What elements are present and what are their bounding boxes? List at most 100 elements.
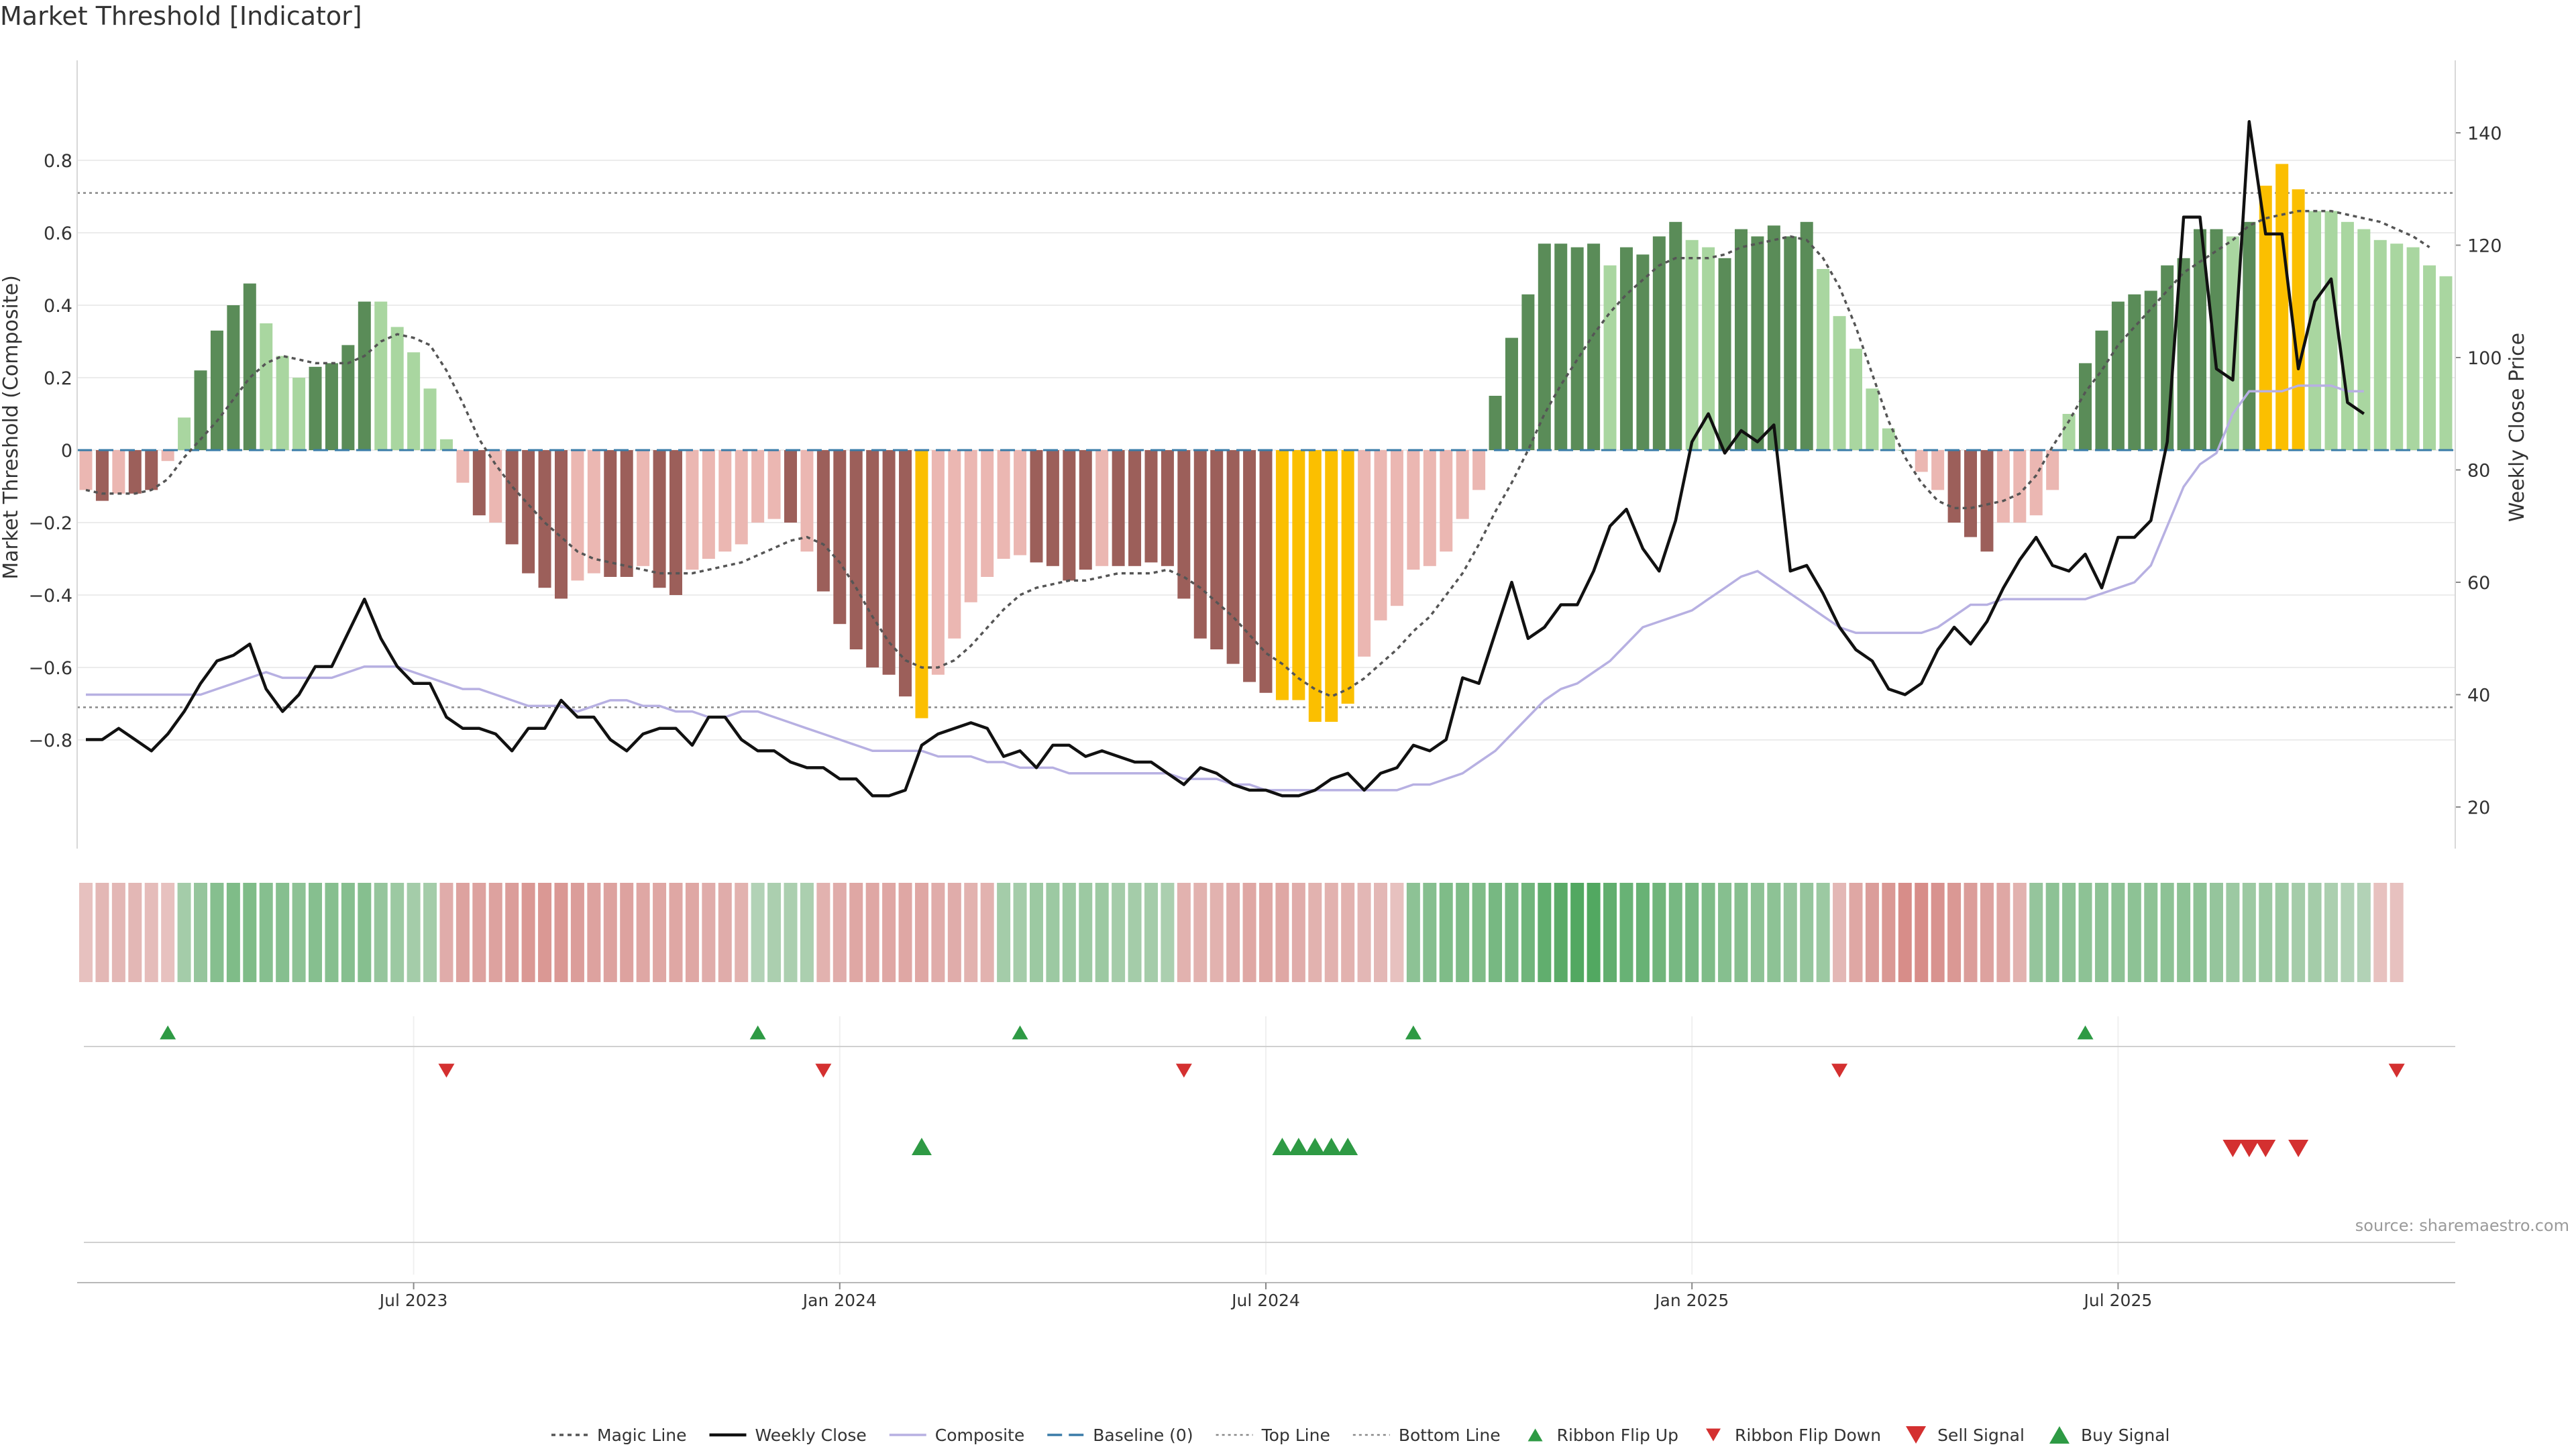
ribbon-cell (1685, 883, 1699, 982)
composite-bar (1358, 450, 1371, 657)
composite-bar (2275, 164, 2289, 450)
ribbon-cell (1882, 883, 1896, 982)
composite-bar (194, 370, 207, 450)
legend-label: Magic Line (597, 1426, 687, 1445)
ribbon-cell (1865, 883, 1879, 982)
ribbon-cell (751, 883, 765, 982)
ribbon-cell (980, 883, 994, 982)
composite-bar (686, 450, 699, 570)
ribbon-cell (1996, 883, 2010, 982)
composite-bar (1538, 244, 1551, 450)
composite-bar (1063, 450, 1076, 581)
ribbon-cell (521, 883, 535, 982)
ribbon-cell (1341, 883, 1355, 982)
ribbon-cell (2308, 883, 2322, 982)
ribbon-cell (325, 883, 339, 982)
composite-bar (1407, 450, 1420, 570)
composite-bar (669, 450, 682, 595)
composite-bar (767, 450, 781, 519)
ribbon-cell (1291, 883, 1305, 982)
ribbon-cell (1718, 883, 1732, 982)
legend-item: Buy Signal (2049, 1426, 2170, 1445)
legend-label: Ribbon Flip Up (1557, 1426, 1678, 1445)
ribbon-cell (1308, 883, 1322, 982)
composite-bar (702, 450, 715, 559)
composite-bar (1193, 450, 1207, 639)
composite-bar (2194, 229, 2207, 450)
composite-bar (1980, 450, 1994, 552)
composite-bar (866, 450, 879, 667)
ribbon-flip-down-marker (815, 1063, 832, 1078)
composite-bar (948, 450, 961, 639)
ribbon-cell (1603, 883, 1617, 982)
ribbon-cell (1980, 883, 1994, 982)
composite-bar (1603, 265, 1617, 450)
ribbon-cell (390, 883, 405, 982)
y2-tick-label: 80 (2467, 461, 2490, 482)
ribbon-cell (1128, 883, 1142, 982)
ribbon-cell (1439, 883, 1453, 982)
ribbon-cell (636, 883, 650, 982)
buy-signal-marker (1321, 1138, 1342, 1155)
ribbon-cell (587, 883, 601, 982)
composite-bar (1259, 450, 1273, 693)
composite-bar (1767, 225, 1780, 450)
y-tick-label: −0.6 (28, 658, 72, 679)
composite-bar (1849, 348, 1862, 450)
composite-bar (1489, 396, 1502, 450)
ribbon-cell (2177, 883, 2191, 982)
reference-lines (77, 192, 2455, 708)
composite-bar (292, 378, 306, 450)
ribbon-cell (2045, 883, 2059, 982)
composite-bar (2128, 294, 2141, 450)
ribbon-cell (1489, 883, 1503, 982)
ribbon-flip-down-marker (438, 1063, 455, 1078)
ribbon-cell (669, 883, 683, 982)
composite-bar (849, 450, 863, 649)
ribbon-cell (1144, 883, 1158, 982)
composite-bar (2095, 330, 2108, 450)
ribbon-cell (2373, 883, 2387, 982)
composite-bar (882, 450, 896, 675)
composite-bar (1964, 450, 1978, 537)
x-axis: Jul 2023 Jan 2024 Jul 2024 Jan 2025 Jul 2025 (77, 1282, 2455, 1310)
ribbon-cell (1898, 883, 1912, 982)
ribbon-cell (1210, 883, 1224, 982)
ribbon-cell (1964, 883, 1978, 982)
y2-tick-label: 140 (2467, 123, 2502, 144)
y-tick-label: 0.6 (44, 223, 72, 244)
legend-item: Baseline (0) (1047, 1426, 1193, 1445)
ribbon-cell (816, 883, 830, 982)
composite-bar (997, 450, 1010, 559)
composite-bar (1308, 450, 1322, 722)
ribbon-cell (964, 883, 978, 982)
ribbon-cell (505, 883, 519, 982)
composite-bar (1095, 450, 1109, 566)
ribbon-cell (1635, 883, 1650, 982)
ribbon-cell (1079, 883, 1093, 982)
ribbon-cell (1423, 883, 1437, 982)
composite-bar (718, 450, 732, 552)
composite-bar (571, 450, 584, 581)
composite-bar (210, 330, 223, 450)
ribbon-cell (997, 883, 1011, 982)
ribbon-cell (1406, 883, 1420, 982)
ribbon-cell (1734, 883, 1748, 982)
composite-bar (1046, 450, 1059, 566)
composite-bar (2373, 239, 2387, 450)
ribbon-cell (718, 883, 732, 982)
ribbon-cell (603, 883, 617, 982)
ribbon-cell (702, 883, 716, 982)
ribbon-cell (259, 883, 273, 982)
ribbon-cell (2341, 883, 2355, 982)
ribbon-flip-down-marker (2388, 1063, 2405, 1078)
ribbon-cell (1833, 883, 1847, 982)
legend-item: Weekly Close (709, 1426, 867, 1445)
composite-bar (1866, 388, 1879, 450)
ribbon-cell (144, 883, 158, 982)
x-tick-label: Jul 2024 (1230, 1291, 1300, 1310)
composite-bar (1947, 450, 1961, 523)
ribbon-cell (1668, 883, 1682, 982)
buy-signal-marker (1272, 1138, 1293, 1155)
